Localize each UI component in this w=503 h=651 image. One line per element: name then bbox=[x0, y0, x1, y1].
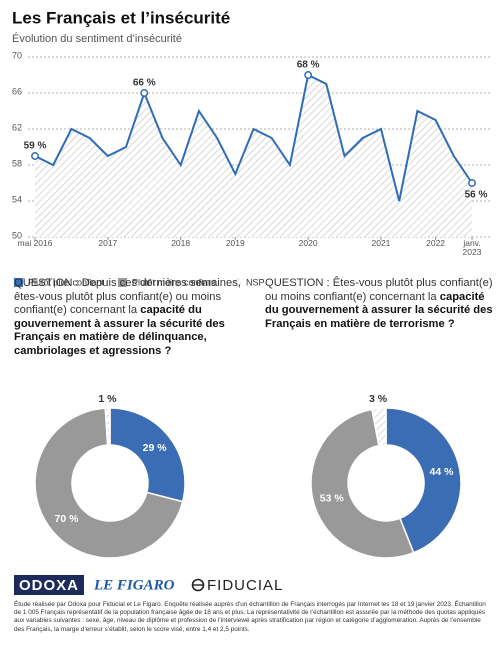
line bbox=[34, 73, 473, 202]
x-tick-label: 2017 bbox=[98, 238, 118, 248]
y-tick-label: 50 bbox=[12, 230, 22, 240]
y-tick-label: 70 bbox=[12, 50, 22, 60]
figaro-logo: LE FIGARO bbox=[93, 577, 175, 593]
value-label: 44 % bbox=[430, 466, 455, 478]
value-label: 29 % bbox=[143, 442, 168, 454]
donut-slice bbox=[385, 407, 462, 554]
value-label: 68 % bbox=[297, 60, 320, 71]
value-label: 1 % bbox=[98, 393, 117, 405]
odoxa-logo-bg bbox=[14, 575, 84, 595]
value-label: 66 % bbox=[133, 78, 156, 89]
question-bold: capacité du gouvernement à assurer la sé… bbox=[265, 290, 493, 330]
donut-slice bbox=[109, 407, 186, 503]
legend-swatch bbox=[118, 278, 127, 287]
odoxa-logo: ODOXA bbox=[19, 577, 79, 594]
donut-slice bbox=[34, 407, 184, 559]
x-tick-label: 2018 bbox=[171, 238, 191, 248]
question-2: QUESTION : Êtes-vous plutôt plus confian… bbox=[265, 277, 495, 331]
area bbox=[35, 75, 472, 237]
footnote: Étude réalisée par Odoxa pour Fiducial e… bbox=[14, 601, 486, 633]
point-marker bbox=[140, 89, 149, 97]
y-tick-label: 62 bbox=[12, 122, 22, 132]
donut-slice bbox=[310, 408, 415, 559]
point-marker bbox=[304, 71, 313, 79]
question-1: QUESTION : Depuis ces dernières semaines… bbox=[14, 277, 244, 359]
question-bold: capacité du gouvernement à assurer la sé… bbox=[14, 304, 225, 357]
y-tick-label: 58 bbox=[12, 158, 22, 168]
title: Les Français et l’insécurité bbox=[12, 8, 230, 27]
x-tick-label: 2019 bbox=[225, 238, 245, 248]
x-tick-label: janv. 2023 bbox=[462, 238, 482, 257]
question-text: QUESTION : Êtes-vous plutôt plus confian… bbox=[265, 277, 493, 303]
value-label: 53 % bbox=[320, 493, 345, 505]
x-tick-label: 2020 bbox=[298, 238, 318, 248]
legend-label: Plutôt moins confiant bbox=[132, 277, 216, 287]
point-marker bbox=[468, 179, 476, 187]
legend-label: NSP bbox=[246, 277, 265, 287]
value-label: 59 % bbox=[24, 141, 47, 152]
x-tick-label: 2022 bbox=[426, 238, 446, 248]
question-text: QUESTION : Depuis ces dernières semaines… bbox=[14, 277, 241, 317]
point-marker bbox=[31, 152, 39, 160]
fiducial-logo: FIDUCIAL bbox=[207, 577, 283, 594]
legend-swatch bbox=[232, 278, 241, 287]
y-tick-label: 66 bbox=[12, 86, 22, 96]
x-tick-label: 2021 bbox=[371, 238, 391, 248]
fiducial-icon bbox=[191, 578, 205, 592]
x-tick-label: mai 2016 bbox=[17, 238, 53, 248]
legend-label: Plutôt plus confiant bbox=[28, 277, 105, 287]
value-label: 70 % bbox=[54, 513, 79, 525]
legend-swatch bbox=[14, 278, 23, 287]
value-label: 56 % bbox=[465, 190, 488, 201]
subtitle: Évolution du sentiment d’insécurité bbox=[12, 32, 182, 45]
donut-slice bbox=[371, 407, 387, 447]
value-label: 3 % bbox=[369, 393, 388, 405]
donut-slice bbox=[104, 407, 111, 446]
y-tick-label: 54 bbox=[12, 194, 22, 204]
